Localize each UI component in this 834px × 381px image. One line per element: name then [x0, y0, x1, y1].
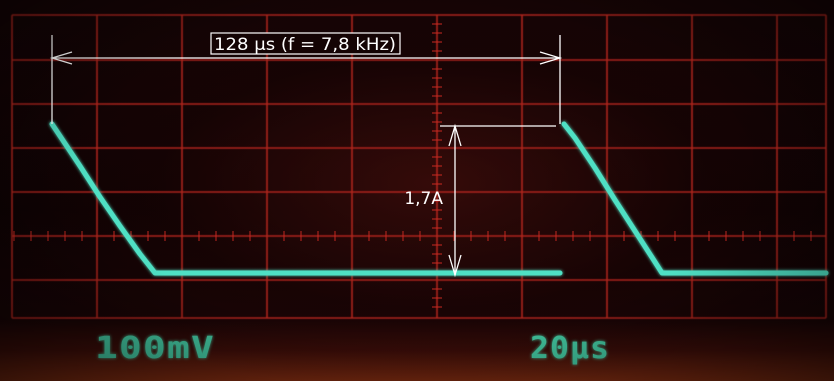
- trace-pulse-1: [49, 121, 563, 276]
- time-per-div-readout: 20µs: [530, 331, 610, 366]
- trace-pulse-2: [561, 121, 829, 276]
- amplitude-label: 1,7A: [404, 189, 443, 209]
- period-label: 128 µs (f = 7,8 kHz): [214, 35, 396, 55]
- volts-per-div-readout: 100mV: [95, 331, 215, 366]
